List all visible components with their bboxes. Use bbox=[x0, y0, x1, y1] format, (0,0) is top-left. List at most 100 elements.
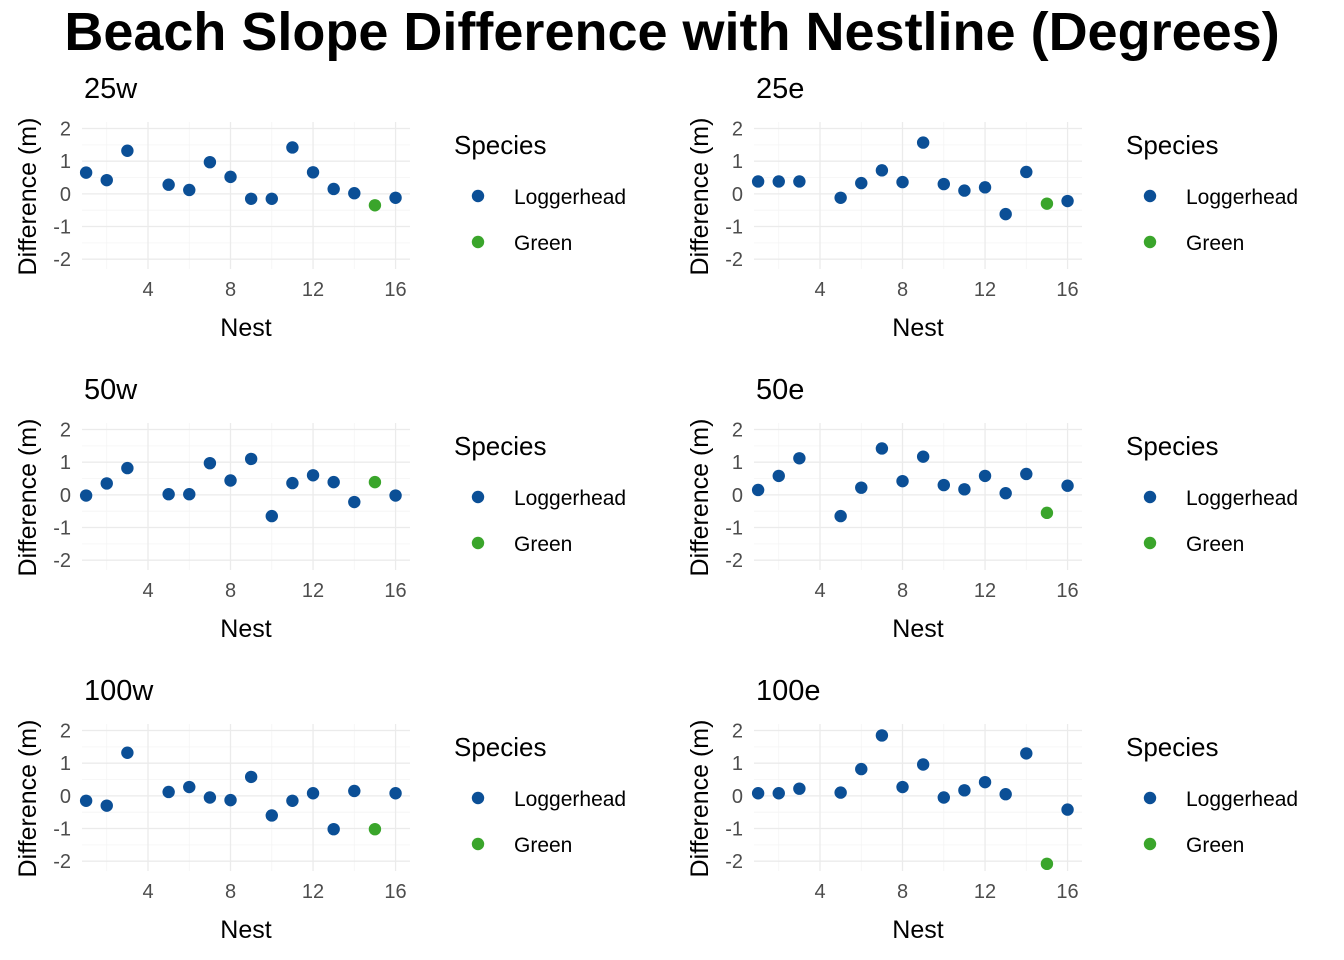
point-loggerhead bbox=[244, 192, 258, 205]
point-loggerhead bbox=[162, 178, 175, 191]
point-loggerhead bbox=[937, 478, 950, 492]
point-loggerhead bbox=[1061, 803, 1074, 816]
point-loggerhead bbox=[958, 184, 971, 197]
x-tick-label: 12 bbox=[974, 580, 996, 602]
y-tick-label: 0 bbox=[732, 184, 743, 206]
point-green bbox=[368, 822, 382, 836]
point-loggerhead bbox=[327, 475, 340, 489]
point-loggerhead bbox=[121, 461, 134, 475]
x-tick-label: 8 bbox=[225, 580, 236, 602]
point-loggerhead bbox=[203, 791, 217, 804]
y-tick-label: 1 bbox=[60, 151, 71, 173]
point-loggerhead bbox=[793, 452, 806, 465]
point-loggerhead bbox=[79, 794, 93, 807]
legend-title: Species bbox=[1126, 130, 1219, 160]
point-loggerhead bbox=[751, 787, 765, 800]
y-axis-title: Difference (m) bbox=[14, 118, 42, 276]
point-loggerhead bbox=[203, 155, 217, 169]
point-loggerhead bbox=[937, 177, 950, 191]
x-tick-label: 4 bbox=[142, 279, 153, 301]
legend-label-green: Green bbox=[1186, 232, 1244, 255]
panel-title: 50w bbox=[84, 374, 138, 406]
legend-key-loggerhead bbox=[1143, 490, 1157, 504]
point-loggerhead bbox=[389, 489, 402, 502]
x-axis-title: Nest bbox=[220, 615, 271, 643]
x-tick-label: 8 bbox=[897, 881, 908, 903]
point-loggerhead bbox=[999, 207, 1012, 221]
point-loggerhead bbox=[978, 775, 992, 789]
point-loggerhead bbox=[348, 495, 361, 509]
legend-label-green: Green bbox=[1186, 834, 1244, 857]
y-tick-label: 1 bbox=[732, 753, 743, 775]
panel-title: 25e bbox=[756, 73, 804, 105]
point-loggerhead bbox=[244, 770, 258, 784]
point-loggerhead bbox=[875, 164, 889, 177]
x-tick-label: 16 bbox=[384, 580, 406, 602]
point-loggerhead bbox=[348, 784, 361, 798]
x-axis-title: Nest bbox=[892, 916, 943, 944]
legend-key-green bbox=[471, 837, 485, 851]
y-tick-label: 0 bbox=[60, 786, 71, 808]
x-axis-title: Nest bbox=[220, 314, 271, 342]
y-tick-label: 2 bbox=[60, 420, 71, 442]
y-tick-label: -1 bbox=[53, 217, 71, 239]
y-tick-label: 2 bbox=[732, 119, 743, 141]
legend-label-green: Green bbox=[514, 533, 572, 556]
point-loggerhead bbox=[389, 191, 402, 204]
x-tick-label: 12 bbox=[302, 279, 324, 301]
y-tick-label: -2 bbox=[53, 550, 71, 572]
point-loggerhead bbox=[183, 488, 196, 501]
point-loggerhead bbox=[306, 469, 320, 482]
point-loggerhead bbox=[265, 192, 278, 205]
legend-label-green: Green bbox=[514, 232, 572, 255]
x-tick-label: 12 bbox=[302, 580, 324, 602]
point-loggerhead bbox=[772, 469, 785, 483]
y-tick-label: 0 bbox=[732, 485, 743, 507]
point-loggerhead bbox=[286, 141, 299, 154]
point-loggerhead bbox=[875, 729, 889, 742]
point-loggerhead bbox=[916, 136, 930, 149]
y-axis-title: Difference (m) bbox=[686, 720, 714, 878]
y-axis-title: Difference (m) bbox=[686, 118, 714, 276]
y-tick-label: -2 bbox=[725, 550, 743, 572]
x-tick-label: 16 bbox=[1056, 881, 1078, 903]
point-loggerhead bbox=[1020, 165, 1033, 179]
x-tick-label: 16 bbox=[384, 279, 406, 301]
x-tick-label: 12 bbox=[974, 881, 996, 903]
y-tick-label: 0 bbox=[732, 786, 743, 808]
point-loggerhead bbox=[916, 758, 930, 771]
y-axis-title: Difference (m) bbox=[14, 720, 42, 878]
point-loggerhead bbox=[100, 477, 113, 490]
legend-key-green bbox=[471, 235, 485, 249]
legend-label-loggerhead: Loggerhead bbox=[514, 186, 626, 209]
legend-key-loggerhead bbox=[471, 189, 485, 203]
point-loggerhead bbox=[751, 483, 765, 497]
y-tick-label: -1 bbox=[725, 518, 743, 540]
legend-label-loggerhead: Loggerhead bbox=[1186, 788, 1298, 811]
point-loggerhead bbox=[896, 780, 909, 794]
y-tick-label: 2 bbox=[732, 721, 743, 743]
point-loggerhead bbox=[286, 476, 299, 490]
point-loggerhead bbox=[978, 181, 992, 194]
legend-key-loggerhead bbox=[471, 791, 485, 805]
point-loggerhead bbox=[834, 786, 847, 799]
y-tick-label: 1 bbox=[732, 452, 743, 474]
point-loggerhead bbox=[306, 787, 320, 800]
legend-key-loggerhead bbox=[1143, 189, 1157, 203]
legend-label-loggerhead: Loggerhead bbox=[1186, 487, 1298, 510]
point-loggerhead bbox=[265, 509, 278, 523]
point-loggerhead bbox=[751, 175, 765, 188]
legend-key-loggerhead bbox=[1143, 791, 1157, 805]
point-loggerhead bbox=[162, 488, 175, 501]
point-loggerhead bbox=[1061, 479, 1074, 492]
legend-label-green: Green bbox=[1186, 533, 1244, 556]
point-loggerhead bbox=[916, 450, 930, 463]
y-tick-label: -1 bbox=[725, 819, 743, 841]
x-tick-label: 8 bbox=[225, 881, 236, 903]
x-tick-label: 16 bbox=[384, 881, 406, 903]
